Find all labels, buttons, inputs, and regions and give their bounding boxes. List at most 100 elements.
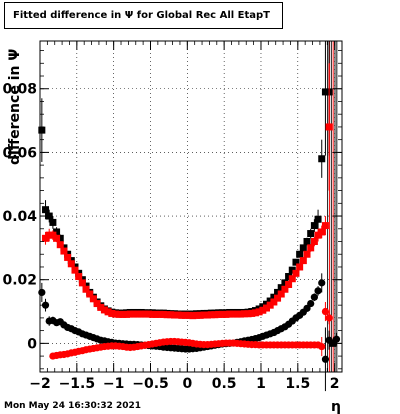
data-point-square bbox=[281, 279, 289, 287]
data-point-square bbox=[56, 234, 64, 242]
data-point-square bbox=[115, 310, 123, 318]
data-point-square bbox=[145, 310, 153, 318]
data-point-square bbox=[64, 253, 72, 261]
data-point-square bbox=[329, 339, 337, 347]
data-point-square bbox=[233, 310, 241, 318]
data-point-square bbox=[307, 230, 315, 238]
data-point-square bbox=[285, 280, 293, 288]
data-point-square bbox=[310, 222, 318, 230]
data-point-square bbox=[75, 273, 83, 281]
data-point-square bbox=[318, 228, 326, 236]
data-markers bbox=[38, 41, 341, 392]
data-point-square bbox=[78, 279, 86, 287]
data-point-square bbox=[123, 310, 131, 318]
data-point-square bbox=[185, 311, 193, 319]
data-point-square bbox=[303, 250, 311, 258]
data-point-circle bbox=[310, 293, 318, 301]
data-point-square bbox=[181, 311, 189, 319]
data-point-square bbox=[274, 288, 282, 296]
x-tick-label: 1.5 bbox=[285, 376, 310, 392]
data-point-square bbox=[104, 308, 112, 316]
data-point-square bbox=[200, 311, 208, 319]
data-point-square bbox=[299, 244, 307, 252]
data-point-square bbox=[310, 238, 318, 246]
x-axis-title: η bbox=[331, 399, 341, 414]
data-point-square bbox=[93, 300, 101, 308]
data-point-square bbox=[137, 310, 145, 318]
data-point-square bbox=[42, 234, 50, 242]
data-point-square bbox=[266, 301, 274, 309]
data-point-square bbox=[49, 231, 57, 239]
x-tick-label: −2 bbox=[29, 376, 50, 392]
data-point-square bbox=[296, 263, 304, 271]
data-point-square bbox=[263, 300, 270, 308]
data-point-square bbox=[42, 206, 50, 214]
data-point-square bbox=[299, 257, 307, 265]
data-point-square bbox=[211, 311, 219, 319]
data-point-square bbox=[163, 311, 171, 319]
axis-ticks bbox=[39, 41, 342, 372]
data-point-square bbox=[196, 311, 204, 319]
data-point-square bbox=[49, 218, 57, 226]
data-point-square bbox=[281, 285, 289, 293]
plot-frame bbox=[39, 40, 343, 373]
data-point-square bbox=[321, 222, 329, 230]
data-point-square bbox=[274, 294, 282, 302]
timestamp: Mon May 24 16:30:32 2021 bbox=[4, 401, 142, 411]
data-point-circle bbox=[325, 336, 333, 344]
data-point-square bbox=[193, 311, 201, 319]
x-tick-label: 0 bbox=[182, 376, 192, 392]
data-point-circle bbox=[332, 335, 341, 343]
data-point-square bbox=[89, 295, 97, 303]
data-point-square bbox=[53, 228, 61, 236]
data-point-square bbox=[259, 306, 267, 314]
data-point-square bbox=[277, 284, 285, 292]
data-point-square bbox=[288, 266, 296, 274]
data-point-square bbox=[270, 293, 278, 301]
data-point-square bbox=[292, 269, 300, 277]
data-point-square bbox=[292, 258, 300, 266]
data-point-square bbox=[86, 290, 94, 298]
data-point-square bbox=[318, 155, 326, 163]
data-point-square bbox=[108, 309, 116, 317]
data-point-square bbox=[237, 310, 245, 318]
data-point-square bbox=[218, 310, 226, 318]
data-point-square bbox=[178, 311, 186, 319]
data-point-square bbox=[67, 260, 75, 268]
data-point-square bbox=[226, 310, 234, 318]
data-point-square bbox=[229, 310, 237, 318]
data-point-square bbox=[207, 311, 215, 319]
data-point-square bbox=[167, 311, 175, 319]
data-point-square bbox=[266, 297, 274, 305]
x-tick-label: 0.5 bbox=[212, 376, 237, 392]
data-point-square bbox=[288, 275, 296, 283]
data-point-square bbox=[251, 309, 259, 317]
data-point-square bbox=[141, 310, 149, 318]
data-point-square bbox=[270, 298, 278, 306]
data-point-square bbox=[277, 290, 285, 298]
data-point-circle bbox=[307, 299, 315, 308]
data-point-square bbox=[240, 310, 248, 318]
data-point-square bbox=[303, 238, 311, 246]
data-point-square bbox=[148, 310, 156, 318]
data-point-square bbox=[60, 247, 68, 255]
data-point-square bbox=[204, 311, 212, 319]
data-point-square bbox=[97, 303, 105, 311]
data-point-circle bbox=[318, 279, 326, 287]
data-point-square bbox=[189, 312, 197, 320]
data-point-square bbox=[134, 310, 142, 318]
data-point-square bbox=[82, 285, 90, 293]
chart-title: Fitted difference in Ψ for Global Rec Al… bbox=[4, 2, 283, 29]
data-point-square bbox=[71, 266, 79, 274]
data-point-circle bbox=[41, 301, 50, 309]
data-point-square bbox=[156, 310, 164, 318]
data-point-square bbox=[45, 231, 53, 239]
y-tick-label: 0.08 bbox=[2, 82, 37, 98]
data-point-square bbox=[248, 309, 256, 317]
data-point-square bbox=[53, 234, 61, 242]
tick-labels: −2 −1.5 −1 −0.5 0 0.5 1 1.5 2 0 0.02 0.04 0.06 0.08 bbox=[2, 82, 339, 392]
data-point-square bbox=[159, 310, 167, 318]
data-point-circle bbox=[314, 287, 322, 295]
data-point-square bbox=[170, 311, 178, 319]
